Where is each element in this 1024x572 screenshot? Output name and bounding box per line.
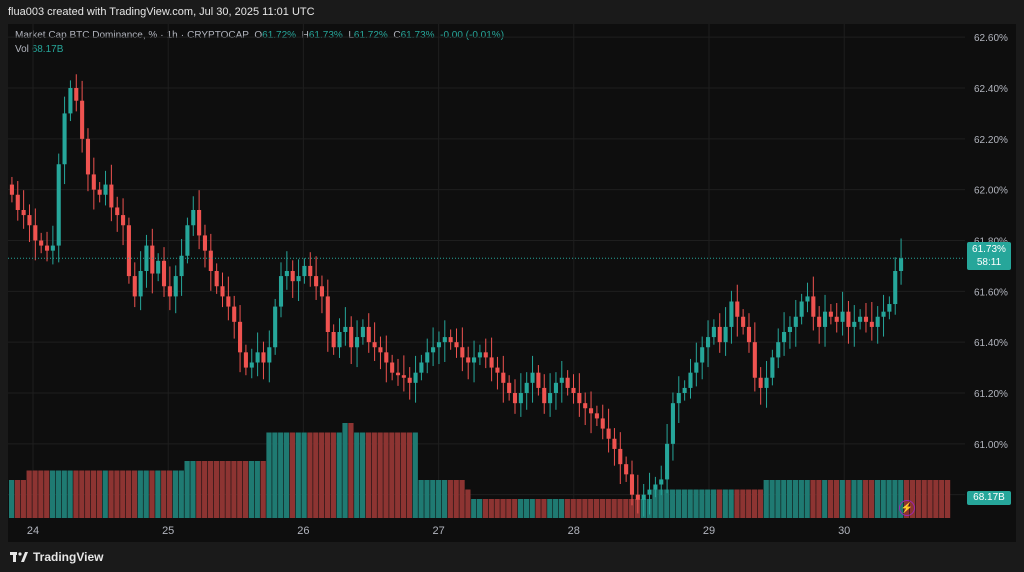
volume-tag: 68.17B [967,491,1011,505]
high-value: 61.73% [308,30,343,41]
open-value: 61.72% [262,30,297,41]
low-label: L [348,30,354,41]
exchange: CRYPTOCAP [187,30,249,41]
open-label: O [254,30,263,41]
chart-caption: flua003 created with TradingView.com, Ju… [0,0,1024,24]
volume-value: 68.17B [31,44,64,55]
footer: TradingView [0,544,1024,572]
volume-legend: Vol 68.17B [15,44,63,55]
chart-area[interactable] [8,24,1016,542]
last-price-tag: 61.73% 58:11 [967,242,1011,270]
tradingview-logo[interactable]: TradingView [10,550,103,564]
brand-name: TradingView [33,550,104,564]
bar-countdown: 58:11 [976,257,1002,268]
volume-label: Vol [15,44,29,55]
last-price: 61.73% [972,244,1006,255]
close-label: C [393,30,401,41]
low-value: 61.72% [353,30,388,41]
close-value: 61.73% [400,30,435,41]
alert-lightning-icon[interactable]: ⚡ [899,500,915,516]
tradingview-logo-icon [10,552,28,562]
symbol-legend: Market Cap BTC Dominance, % · 1h · CRYPTOCAP… [15,30,505,41]
interval[interactable]: 1h [166,30,178,41]
symbol-name[interactable]: Market Cap BTC Dominance, % [15,30,158,41]
high-label: H [301,30,309,41]
change-value: -0.00 (-0.01%) [440,30,505,41]
